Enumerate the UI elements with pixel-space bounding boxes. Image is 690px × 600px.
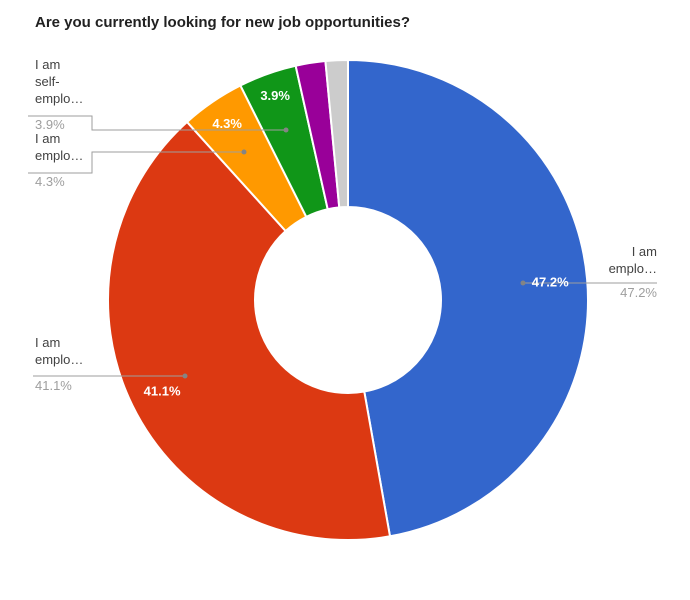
callout-label-line: I am (35, 131, 61, 146)
slice-pct-label-2: 4.3% (212, 116, 242, 131)
slice-pct-label-1: 41.1% (144, 384, 181, 399)
callout-label-line: I am (35, 335, 61, 350)
callout-label-line: self- (35, 74, 60, 89)
callout-dot-3 (283, 127, 289, 133)
callout-percent: 47.2% (620, 285, 657, 300)
callout-label-employed-orange: I am emplo… 4.3% (35, 130, 83, 189)
slice-pct-label-3: 3.9% (260, 88, 290, 103)
callout-label-self-employed: I am self- emplo… 3.9% (35, 56, 83, 132)
callout-label-employed-blue: I am emplo… 47.2% (609, 243, 657, 300)
chart-title: Are you currently looking for new job op… (35, 14, 411, 31)
callout-percent: 41.1% (35, 378, 72, 393)
pie-slice-0[interactable] (347, 58, 589, 538)
slice-pct-label-0: 47.2% (532, 275, 569, 290)
pie-slice-1[interactable] (107, 120, 392, 541)
callout-line-3 (28, 115, 286, 131)
callout-label-line: emplo… (35, 148, 84, 163)
callout-label-line: emplo… (608, 261, 657, 276)
callout-percent: 3.9% (35, 117, 65, 132)
callout-dot-1 (182, 373, 188, 379)
callout-label-line: emplo… (35, 352, 84, 367)
callout-label-employed-red: I am emplo… 41.1% (35, 334, 83, 393)
callout-dot-2 (241, 149, 247, 155)
pie-slice-5[interactable] (324, 58, 349, 209)
callout-label-line: I am (631, 244, 657, 259)
callout-percent: 4.3% (35, 174, 65, 189)
callout-dot-0 (520, 280, 526, 286)
callout-label-line: I am (35, 57, 61, 72)
callout-line-2 (28, 151, 244, 174)
callout-label-line: emplo… (35, 91, 84, 106)
